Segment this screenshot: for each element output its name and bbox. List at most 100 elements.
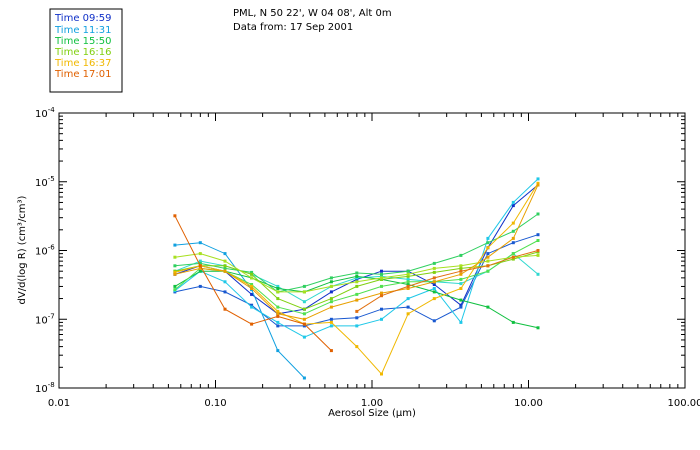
data-point — [380, 294, 383, 298]
data-point — [250, 305, 254, 309]
data-point — [459, 282, 463, 286]
data-point — [302, 312, 306, 316]
data-point — [536, 249, 540, 252]
data-point — [380, 307, 383, 311]
data-point — [486, 255, 490, 259]
data-point — [329, 284, 333, 288]
data-point — [486, 269, 490, 273]
data-point — [276, 314, 280, 318]
data-point — [329, 317, 333, 321]
data-point — [511, 229, 515, 233]
y-axis-title: dV/d(log R) (cm³/cm³) — [17, 195, 28, 304]
data-point — [459, 277, 463, 281]
data-point — [406, 305, 410, 309]
data-point — [223, 307, 227, 311]
data-point — [432, 266, 436, 270]
data-point — [250, 283, 254, 286]
data-point — [406, 272, 410, 276]
data-point — [536, 253, 540, 257]
data-point — [329, 320, 333, 324]
data-point — [329, 280, 333, 284]
data-point — [380, 372, 383, 376]
x-tick-label: 0.01 — [48, 398, 70, 409]
data-point — [355, 324, 359, 328]
data-point — [223, 266, 227, 270]
data-point — [432, 297, 436, 301]
data-point — [536, 239, 540, 242]
data-point — [406, 269, 410, 273]
data-point — [511, 241, 515, 245]
data-point — [432, 283, 436, 286]
data-point — [355, 274, 359, 278]
data-point — [459, 269, 463, 273]
data-point — [459, 264, 463, 268]
data-point — [459, 272, 463, 276]
legend-entry-1: Time 11:31 — [54, 25, 111, 36]
data-point — [459, 287, 463, 290]
data-point — [355, 345, 359, 349]
series-s3 — [173, 241, 306, 380]
data-point — [250, 322, 254, 326]
x-tick-label: 100.00 — [668, 398, 700, 409]
data-point — [223, 280, 227, 284]
series-line — [356, 250, 539, 312]
data-point — [406, 312, 410, 316]
data-point — [432, 319, 436, 323]
axis-ticks: 0.01 0.10 1.00 10.00 100.00 10-8 10-7 10-6 10-5 1… — [35, 106, 700, 409]
data-point — [302, 324, 306, 328]
data-point — [250, 287, 254, 290]
data-point — [329, 290, 333, 294]
data-point — [380, 317, 383, 321]
data-point — [276, 324, 280, 328]
series-s14 — [355, 249, 540, 313]
data-point — [276, 305, 280, 309]
data-point — [329, 324, 333, 328]
plot-frame — [58, 112, 686, 389]
data-point — [536, 272, 540, 276]
series-s12 — [173, 183, 540, 321]
series-line — [174, 242, 305, 379]
data-point — [223, 259, 227, 263]
data-point — [459, 320, 463, 324]
data-point — [432, 270, 436, 274]
data-point — [173, 255, 177, 259]
data-point — [173, 288, 177, 292]
y-tick-label: 10-7 — [35, 312, 55, 326]
data-point — [198, 269, 202, 273]
data-point — [276, 349, 280, 353]
data-point — [406, 297, 410, 301]
data-point — [329, 297, 333, 301]
data-point — [198, 261, 202, 265]
x-tick-label: 10.00 — [514, 398, 543, 409]
legend-entry-0: Time 09:59 — [54, 13, 111, 24]
data-point — [380, 291, 383, 295]
data-point — [432, 261, 436, 265]
data-point — [329, 276, 333, 280]
data-point — [302, 317, 306, 321]
data-point — [198, 259, 202, 263]
data-point — [511, 252, 515, 256]
data-point — [276, 309, 280, 313]
data-point — [276, 312, 280, 316]
data-point — [459, 303, 463, 307]
data-point — [511, 200, 515, 204]
series-s2 — [173, 233, 540, 328]
data-point — [406, 283, 410, 286]
data-point — [536, 177, 540, 181]
data-point — [459, 266, 463, 270]
data-point — [486, 252, 490, 256]
data-point — [511, 236, 515, 240]
data-point — [486, 264, 490, 268]
data-point — [250, 284, 254, 288]
data-point — [486, 305, 490, 309]
data-point — [459, 253, 463, 257]
data-point — [511, 221, 515, 225]
data-point — [355, 298, 359, 302]
x-axis-title: Aerosol Size (μm) — [328, 408, 416, 419]
data-point — [250, 272, 254, 276]
data-point — [276, 297, 280, 301]
y-tick-label: 10-4 — [35, 106, 55, 120]
data-point — [276, 284, 280, 288]
data-point — [536, 212, 540, 216]
